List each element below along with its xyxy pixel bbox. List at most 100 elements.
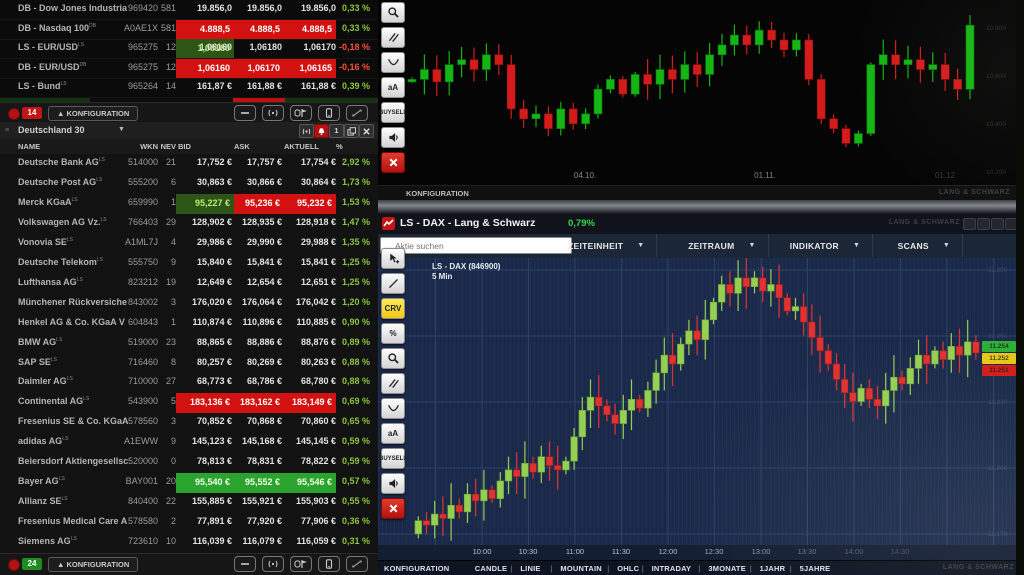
watchlist-row[interactable]: SAP SELS 716460 8 80,257 € 80,269 € 80,263 € 0… (0, 353, 378, 375)
watchlist-row[interactable]: Deutsche TelekomLS 555750 9 15,840 € 15,841 … (0, 253, 378, 275)
watchlist-row[interactable]: Lufthansa AGLS 823212 19 12,649 € 12,654 € 12… (0, 273, 378, 295)
zoom-icon[interactable] (381, 348, 405, 369)
column-header[interactable]: WKN (140, 142, 158, 151)
link-group-1-button[interactable]: 1 (329, 124, 344, 138)
parallel-lines-icon[interactable] (381, 373, 405, 394)
menu-zeitraum[interactable]: ZEITRAUM ▼ (676, 234, 769, 257)
bid-value: 116,039 € (192, 536, 232, 547)
watchlist-row[interactable]: BMW AGLS 519000 23 88,865 € 88,886 € 88,876 €… (0, 333, 378, 355)
minimize-icon[interactable] (234, 105, 256, 121)
column-header[interactable]: AKTUELL (284, 142, 319, 151)
crv-button[interactable]: CRV (381, 298, 405, 319)
dax-title-bar[interactable]: LS - DAX - Lang & Schwarz 0,79% LANG & S… (378, 214, 1024, 235)
zoom-icon[interactable] (381, 2, 405, 23)
charttype-ohlc[interactable]: OHLC (617, 564, 640, 573)
watchlist-row[interactable]: Fresenius Medical Care A 578580 2 77,891 € 7… (0, 513, 378, 535)
close-icon[interactable] (381, 152, 405, 173)
window-control-icon[interactable] (963, 218, 976, 230)
charttype-konfiguration[interactable]: KONFIGURATION (384, 564, 450, 573)
stock-search-input[interactable] (380, 237, 572, 254)
drag-grip-icon[interactable]: ≡ (5, 127, 10, 134)
phone-icon[interactable] (318, 556, 340, 572)
charttype-candle[interactable]: CANDLE (474, 564, 508, 573)
curve-icon[interactable] (381, 398, 405, 419)
menu-zeiteinheit[interactable]: ZEITEINHEIT ▼ (556, 234, 658, 257)
wkn-value: 555750 (127, 256, 158, 267)
phone-icon[interactable] (318, 105, 340, 121)
upper-candlestick-chart[interactable]: 04.10. 01.11. 01.12 10.800 10.600 10.400 10.20… (378, 0, 1024, 185)
konfiguration-button[interactable]: ▲ KONFIGURATION (48, 106, 139, 121)
cursor-plus-icon[interactable] (381, 248, 405, 269)
watchlist-row[interactable]: Volkswagen AG Vz.LS 766403 29 128,902 € 128,… (0, 213, 378, 235)
watchlist-row[interactable]: Münchener Rückversiche 843002 3 176,020 € 17… (0, 293, 378, 315)
watchlist-row[interactable]: 95,227 €95,236 €95,232 € Merck KGaALS 6599… (0, 193, 378, 215)
column-header[interactable]: % (336, 142, 343, 151)
resize-icon[interactable] (346, 105, 368, 121)
minimize-icon[interactable] (234, 556, 256, 572)
watchlist-row[interactable]: Beiersdorf Aktiengesellsc 520000 0 78,813 €… (0, 453, 378, 475)
charttype-linie[interactable]: LINIE (520, 564, 541, 573)
index-quote-row[interactable]: 4.888,5 4.888,5 4.888,5 DB - Nasdaq 100DB A0… (0, 19, 378, 40)
nev-count: 8 (170, 356, 176, 367)
index-quote-row[interactable]: LS - BundLS 965264 14 161,87 € 161,88 € 161,8… (0, 78, 378, 98)
watchlist-title-bar[interactable]: ≡ Deutschland 30 ▼ 1 (0, 122, 378, 140)
alert-count-badge: 24 (22, 558, 42, 570)
charttype-intraday[interactable]: INTRADAY (651, 564, 692, 573)
watchlist-row[interactable]: Allianz SELS 840400 22 155,885 € 155,921 € 15… (0, 493, 378, 515)
index-quote-row[interactable]: 1,06160 1,06170 1,06165 DB - EUR/USDDB 96527… (0, 58, 378, 79)
index-quote-row[interactable]: 1,06160 LS - EUR/USDLS 965275 12 1,06160 1,06… (0, 39, 378, 59)
watchlist-row[interactable]: Deutsche Bank AGLS 514000 21 17,752 € 17,757… (0, 154, 378, 175)
watchlist-row[interactable]: Deutsche Post AGLS 555200 6 30,863 € 30,866 … (0, 173, 378, 195)
watchlist-row[interactable]: 95,540 €95,552 €95,546 € Bayer AGLS BAY001… (0, 473, 378, 495)
sound-icon[interactable] (381, 127, 405, 148)
konfiguration-button[interactable]: ▲ KONFIGURATION (48, 557, 139, 572)
percent-button[interactable]: % (381, 323, 405, 344)
nev-count: 14 (165, 81, 176, 91)
window-control-icon[interactable] (991, 218, 1004, 230)
close-icon[interactable] (359, 124, 374, 138)
broadcast-icon[interactable] (262, 105, 284, 121)
curve-icon[interactable] (381, 52, 405, 73)
watchlist-row[interactable]: Siemens AGLS 723610 10 116,039 € 116,079 € 11… (0, 533, 378, 553)
charttype-3monate[interactable]: 3MONATE (708, 564, 746, 573)
watchlist-row[interactable]: Fresenius SE & Co. KGaA 578560 3 70,852 € 70… (0, 413, 378, 435)
close-icon[interactable] (381, 498, 405, 519)
broadcast-icon[interactable] (262, 556, 284, 572)
menu-scans[interactable]: SCANS ▼ (886, 234, 964, 257)
buy-sell-button[interactable]: BUY SELL (379, 102, 407, 123)
menu-indikator[interactable]: INDIKATOR ▼ (778, 234, 874, 257)
column-header[interactable]: NEV (160, 142, 176, 151)
chevron-down-icon[interactable]: ▼ (118, 126, 125, 133)
flag-icon[interactable] (290, 105, 312, 121)
watchlist-row[interactable]: Henkel AG & Co. KGaA V 604843 1 110,874 € 11… (0, 313, 378, 335)
trend-line-icon[interactable] (381, 273, 405, 294)
resize-icon[interactable] (346, 556, 368, 572)
alarm-signal-icon[interactable] (299, 124, 314, 138)
watchlist-row[interactable]: adidas AGLS A1EWW 9 145,123 € 145,168 € 145,1… (0, 433, 378, 455)
watchlist-row[interactable]: 183,136 €183,162 €183,149 € Continental A… (0, 393, 378, 415)
watchlist-row[interactable]: Vonovia SELS A1ML7J 4 29,986 € 29,990 € 29,98… (0, 233, 378, 255)
ask-value: 29,990 € (246, 236, 282, 247)
duplicate-window-icon[interactable] (344, 124, 359, 138)
charttype-1jahr[interactable]: 1JAHR (759, 564, 786, 573)
candle (488, 489, 496, 499)
window-control-icon[interactable] (977, 218, 990, 230)
konfiguration-label[interactable]: KONFIGURATION (406, 189, 469, 198)
panel-divider[interactable] (378, 200, 1024, 214)
parallel-lines-icon[interactable] (381, 27, 405, 48)
column-header[interactable]: BID (178, 142, 191, 151)
column-header[interactable]: ASK (234, 142, 250, 151)
time-tick-label: 13:30 (797, 547, 817, 556)
column-header[interactable]: NAME (18, 142, 41, 151)
flag-icon[interactable] (290, 556, 312, 572)
text-size-button[interactable]: aA (381, 423, 405, 444)
charttype-mountain[interactable]: MOUNTAIN (560, 564, 602, 573)
sound-icon[interactable] (381, 473, 405, 494)
buy-sell-button[interactable]: BUY SELL (379, 448, 407, 469)
watchlist-row[interactable]: Daimler AGLS 710000 27 68,773 € 68,786 € 68,7… (0, 373, 378, 395)
text-size-button[interactable]: aA (381, 77, 405, 98)
bell-icon[interactable] (314, 124, 329, 138)
dax-chart-area[interactable]: 11.290 11.260 11.230 11.200 11.170 LS - DAX … (378, 258, 1024, 545)
index-quote-row[interactable]: DB - Dow Jones Industria 969420 581 19.856,… (0, 0, 378, 20)
charttype-5jahre[interactable]: 5JAHRE (799, 564, 831, 573)
